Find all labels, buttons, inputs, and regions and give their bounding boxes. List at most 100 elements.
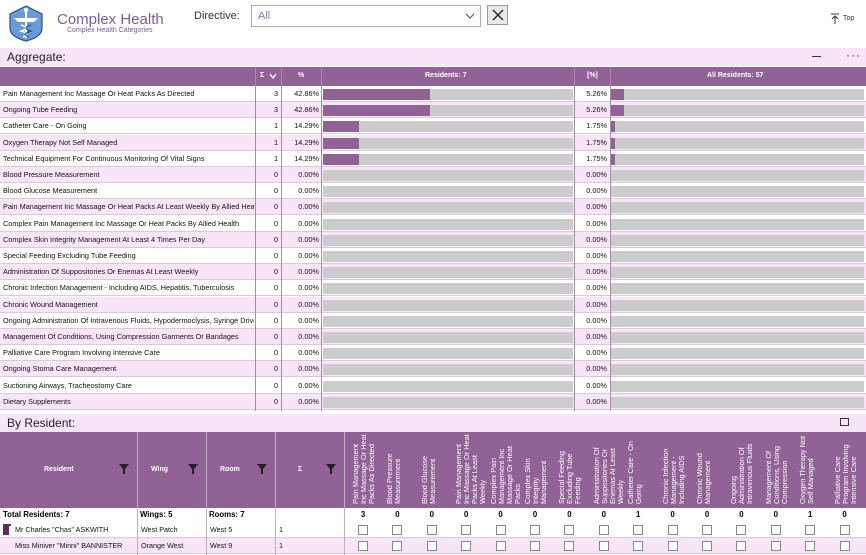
more-options-icon[interactable]: ··· [846, 48, 861, 62]
category-column-header[interactable]: Complex Skin Integrity Management [523, 432, 558, 508]
room-column-header[interactable]: Room [220, 466, 240, 473]
table-row[interactable]: Blood Glucose Measurement 0 0.00% 0.00% [0, 183, 866, 200]
wing-column-header[interactable]: Wing [151, 466, 169, 473]
category-checkbox[interactable] [598, 525, 609, 535]
table-row[interactable]: Pain Management Inc Massage Or Heat Pack… [0, 86, 866, 102]
category-checkbox[interactable] [839, 541, 850, 551]
table-row[interactable]: Dietary Supplements 0 0.00% 0.00% [0, 393, 866, 410]
table-row[interactable]: Blood Pressure Measurement 0 0.00% 0.00% [0, 167, 866, 183]
filter-icon[interactable] [119, 464, 129, 474]
category-checkbox[interactable] [702, 541, 712, 551]
pct-all-column-header[interactable]: [%] [587, 72, 598, 79]
all-residents-column-header[interactable]: All Residents: 57 [707, 72, 764, 79]
category-checkbox[interactable] [598, 541, 609, 551]
table-row[interactable]: Palliative Care Program Involving Intens… [0, 345, 866, 362]
table-row[interactable]: Technical Equipment For Continuous Monit… [0, 151, 866, 167]
category-column-header[interactable]: Chronic Wound Management [695, 432, 730, 508]
category-checkbox[interactable] [461, 525, 472, 535]
category-checkbox[interactable] [770, 541, 781, 551]
category-checkbox[interactable] [358, 525, 368, 535]
table-row[interactable]: Chronic Wound Management 0 0.00% 0.00% [0, 296, 866, 313]
category-count: 0 [273, 364, 278, 374]
filter-icon[interactable] [326, 464, 336, 474]
table-row[interactable]: Complex Skin Integrity Management At Lea… [0, 231, 866, 248]
all-residents-bar-fill [611, 153, 616, 165]
resident-name[interactable]: Miss Miniver "Minni" BANNISTER [15, 541, 123, 550]
table-row[interactable]: Ongoing Administration Of Intravenous Fl… [0, 313, 866, 329]
table-row[interactable]: Catheter Care - On Going 1 14.29% 1.75% [0, 118, 866, 135]
category-column-header[interactable]: Catheter Care - On Going [626, 432, 661, 508]
category-checkbox[interactable] [770, 525, 781, 535]
category-column-header[interactable]: Special Feeding Excluding Tube Feeding [557, 432, 592, 508]
category-checkbox[interactable] [667, 525, 678, 535]
residents-bar-track [323, 202, 573, 214]
category-checkbox[interactable] [426, 525, 437, 535]
table-row[interactable]: Oxygen Therapy Not Self Managed 1 14.29% 1.… [0, 134, 866, 151]
resident-name[interactable]: Mr Charles "Chas" ASKWITH [15, 525, 109, 534]
category-checkbox[interactable] [530, 525, 540, 535]
category-column-header[interactable]: Administration Of Suppositories Or Enema… [592, 432, 627, 508]
category-checkbox[interactable] [633, 541, 644, 551]
table-row[interactable]: Suctioning Airways, Tracheostomy Care 0 0.… [0, 378, 866, 394]
category-column-header[interactable]: Oxygen Therapy Not Self Managed [798, 432, 833, 508]
category-checkbox[interactable] [358, 541, 368, 551]
minimize-icon[interactable] [812, 56, 821, 57]
category-checkbox[interactable] [633, 525, 644, 535]
filter-icon[interactable] [188, 464, 198, 474]
table-row[interactable]: Special Feeding Excluding Tube Feeding 0 0… [0, 248, 866, 264]
table-row[interactable]: Ongoing Stoma Care Management 0 0.00% 0.00% [0, 361, 866, 378]
category-column-header[interactable]: Pain Management Inc Massage Or Heat Pack… [454, 432, 489, 508]
category-column-header[interactable]: Complex Pain Management Inc Massage Or H… [489, 432, 524, 508]
category-checkbox[interactable] [392, 525, 403, 535]
category-checkbox[interactable] [736, 541, 747, 551]
table-row[interactable]: Chronic Infection Management - Including… [0, 280, 866, 297]
category-checkbox[interactable] [667, 541, 678, 551]
table-row[interactable]: Pain Management Inc Massage Or Heat Pack… [0, 199, 866, 216]
sum-column-header[interactable]: Σ [298, 466, 303, 473]
category-column-header[interactable]: Pain Management Inc Massage Or Heat Pack… [351, 432, 386, 508]
category-column-header[interactable]: Management Of Conditions, Using Compress… [764, 432, 799, 508]
category-checkbox[interactable] [839, 525, 850, 535]
category-column-header[interactable]: Blood Glucose Measurement [420, 432, 455, 508]
category-checkbox[interactable] [495, 525, 506, 535]
table-row[interactable]: Complex Pain Management Inc Massage Or H… [0, 216, 866, 232]
top-button[interactable]: Top [828, 13, 858, 27]
table-row[interactable]: Management Of Conditions, Using Compress… [0, 329, 866, 345]
column-divider [275, 432, 276, 555]
category-checkbox[interactable] [426, 541, 437, 551]
category-checkbox[interactable] [702, 525, 712, 535]
category-column-header[interactable]: Chronic Infection Management - Including… [661, 432, 696, 508]
resident-column-header[interactable]: Resident [44, 466, 74, 473]
category-checkbox[interactable] [736, 525, 747, 535]
category-checkbox[interactable] [461, 541, 472, 551]
category-checkbox[interactable] [495, 541, 506, 551]
category-total: 0 [773, 510, 778, 519]
filter-icon[interactable] [257, 464, 267, 474]
category-checkbox[interactable] [805, 541, 816, 551]
category-checkbox[interactable] [564, 541, 575, 551]
category-column-header[interactable]: Palliative Care Program Involving Intens… [833, 432, 866, 508]
sort-descending-icon[interactable] [269, 73, 277, 79]
table-row[interactable]: Miss Miniver "Minni" BANNISTER Orange Wes… [0, 538, 866, 554]
category-checkbox[interactable] [530, 541, 540, 551]
table-row[interactable]: Mr Charles "Chas" ASKWITH West Patch West … [0, 522, 866, 538]
category-checkbox[interactable] [392, 541, 403, 551]
category-column-header[interactable]: Ongoing Administration Of Intravenous Fl… [729, 432, 764, 508]
category-percent-all: 0.00% [586, 364, 607, 374]
directive-select[interactable]: All [251, 5, 481, 27]
category-column-header[interactable]: Blood Pressure Measurement [385, 432, 420, 508]
pct-column-header[interactable]: % [298, 72, 305, 79]
table-row[interactable]: Administration Of Suppositories Or Enema… [0, 264, 866, 281]
clear-directive-button[interactable] [487, 5, 508, 25]
category-total: 0 [532, 510, 538, 519]
collapse-panel-icon[interactable] [840, 418, 849, 426]
category-checkbox[interactable] [564, 525, 575, 535]
residents-bar-track [323, 299, 573, 311]
category-checkbox[interactable] [805, 525, 816, 535]
residents-column-header[interactable]: Residents: 7 [425, 72, 467, 79]
category-percent: 42.86% [294, 105, 319, 115]
residents-bar-fill [323, 153, 359, 165]
table-row[interactable]: Ongoing Tube Feeding 3 42.86% 5.26% [0, 102, 866, 119]
sum-column-header[interactable]: Σ [260, 72, 265, 79]
residents-bar-track [323, 315, 573, 327]
